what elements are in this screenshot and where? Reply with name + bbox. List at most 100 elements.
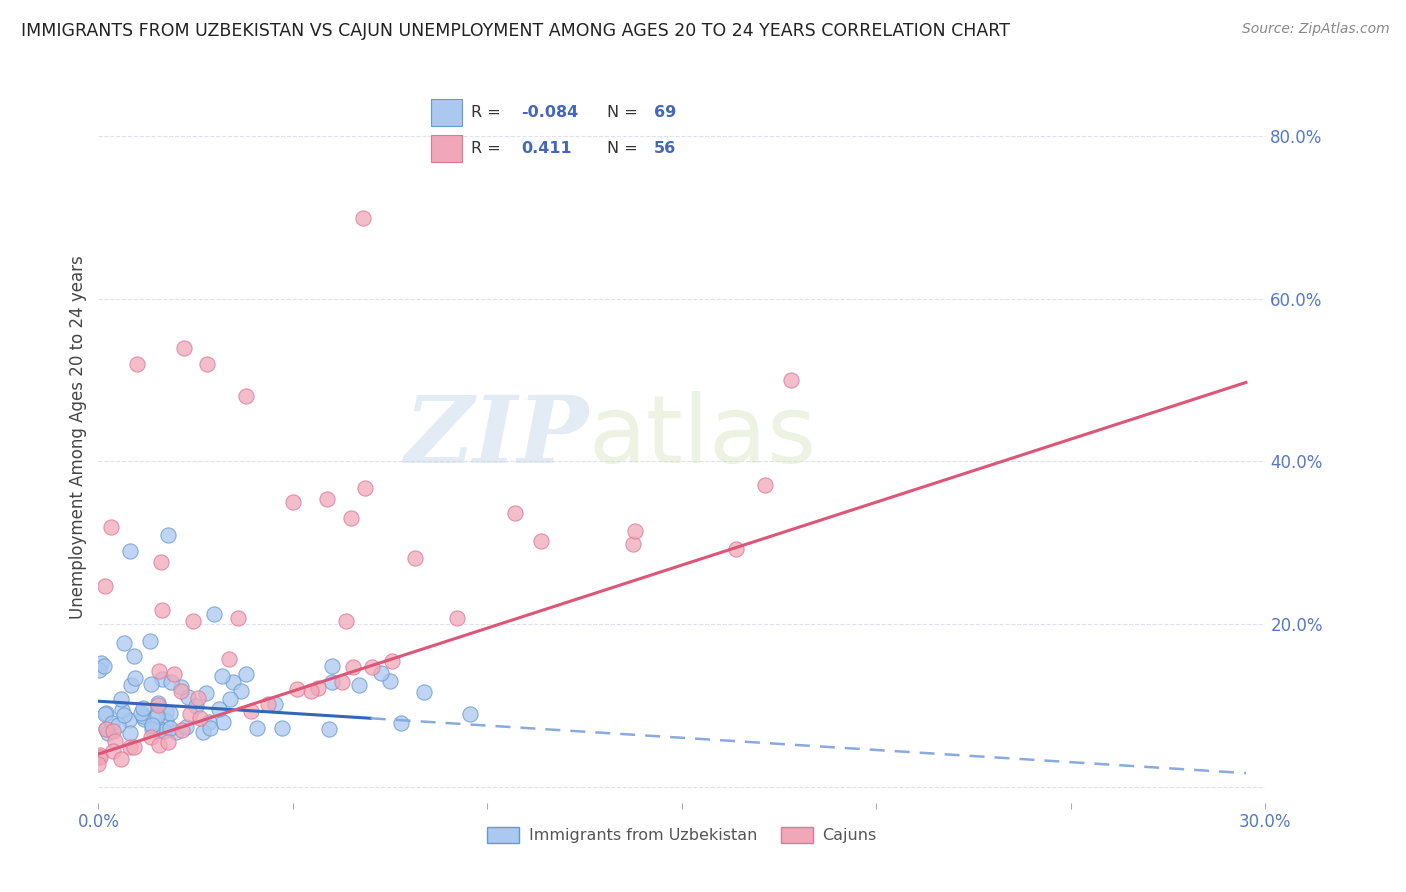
Text: N =: N = bbox=[607, 141, 644, 156]
Point bbox=[118, 726, 141, 740]
Point bbox=[124, 671, 146, 685]
Point bbox=[186, 698, 208, 713]
Point bbox=[118, 544, 141, 558]
Point bbox=[176, 690, 198, 705]
Text: R =: R = bbox=[471, 105, 506, 120]
Point bbox=[94, 723, 117, 737]
Point bbox=[101, 724, 124, 739]
Point bbox=[724, 541, 747, 556]
Point bbox=[381, 654, 404, 668]
Point bbox=[299, 684, 322, 698]
Point bbox=[173, 341, 195, 355]
Point bbox=[89, 749, 111, 764]
Point bbox=[191, 724, 214, 739]
Text: 56: 56 bbox=[654, 141, 676, 156]
Text: IMMIGRANTS FROM UZBEKISTAN VS CAJUN UNEMPLOYMENT AMONG AGES 20 TO 24 YEARS CORRE: IMMIGRANTS FROM UZBEKISTAN VS CAJUN UNEM… bbox=[21, 22, 1010, 40]
Point bbox=[148, 698, 170, 713]
Text: Source: ZipAtlas.com: Source: ZipAtlas.com bbox=[1241, 22, 1389, 37]
Point bbox=[122, 740, 145, 755]
Point bbox=[226, 610, 249, 624]
Point bbox=[94, 706, 117, 720]
Point bbox=[239, 704, 262, 718]
Text: ZIP: ZIP bbox=[405, 392, 589, 482]
FancyBboxPatch shape bbox=[432, 135, 463, 161]
Point bbox=[264, 697, 287, 711]
Point bbox=[101, 716, 124, 731]
Point bbox=[94, 579, 117, 593]
Point bbox=[285, 681, 308, 696]
Point bbox=[370, 666, 392, 681]
Point bbox=[148, 738, 170, 752]
Point bbox=[229, 684, 252, 698]
Point bbox=[127, 357, 149, 371]
Point bbox=[97, 725, 120, 739]
Point bbox=[170, 684, 193, 698]
Point bbox=[235, 666, 257, 681]
Point bbox=[413, 685, 436, 699]
Point bbox=[246, 721, 269, 735]
Point bbox=[503, 506, 526, 520]
Text: R =: R = bbox=[471, 141, 506, 156]
Point bbox=[389, 716, 412, 731]
Point bbox=[94, 722, 117, 736]
Point bbox=[347, 678, 370, 692]
Point bbox=[90, 656, 112, 670]
Point bbox=[270, 721, 292, 735]
Point bbox=[87, 664, 110, 678]
Point bbox=[352, 211, 374, 225]
Point bbox=[316, 492, 339, 507]
Point bbox=[207, 702, 229, 716]
Point bbox=[354, 481, 377, 495]
Point bbox=[155, 714, 177, 728]
Point bbox=[120, 739, 142, 754]
Point bbox=[321, 675, 343, 690]
Point bbox=[318, 723, 340, 737]
Point bbox=[340, 511, 363, 525]
FancyBboxPatch shape bbox=[432, 99, 463, 127]
Point bbox=[163, 667, 186, 681]
Point bbox=[218, 651, 240, 665]
Point bbox=[112, 636, 135, 650]
Point bbox=[779, 373, 801, 387]
Point bbox=[202, 607, 225, 621]
Point bbox=[114, 707, 136, 722]
Point bbox=[321, 659, 343, 673]
Point bbox=[89, 747, 111, 762]
Point bbox=[754, 477, 776, 491]
Text: atlas: atlas bbox=[589, 391, 817, 483]
Point bbox=[179, 706, 201, 721]
Point bbox=[183, 615, 205, 629]
Point bbox=[281, 495, 304, 509]
Point bbox=[146, 706, 169, 721]
Point bbox=[150, 672, 173, 686]
Point bbox=[198, 721, 221, 735]
Point bbox=[156, 735, 179, 749]
Point bbox=[211, 669, 233, 683]
Point bbox=[93, 658, 115, 673]
Point bbox=[157, 527, 180, 541]
Point bbox=[172, 723, 194, 737]
Point bbox=[165, 725, 187, 739]
Point bbox=[141, 722, 163, 736]
Point bbox=[335, 614, 357, 628]
Point bbox=[159, 721, 181, 735]
Text: 0.411: 0.411 bbox=[520, 141, 571, 156]
Point bbox=[624, 524, 647, 539]
Point bbox=[378, 674, 401, 689]
Point bbox=[87, 756, 110, 771]
Point bbox=[111, 703, 134, 717]
Point bbox=[110, 752, 132, 766]
Point bbox=[129, 706, 152, 721]
Point bbox=[195, 357, 218, 371]
Point bbox=[139, 634, 162, 648]
Point bbox=[146, 709, 169, 723]
Point bbox=[118, 713, 141, 727]
Point bbox=[174, 720, 197, 734]
Point bbox=[218, 691, 240, 706]
Point bbox=[446, 611, 468, 625]
Text: -0.084: -0.084 bbox=[520, 105, 578, 120]
Point bbox=[139, 677, 162, 691]
Point bbox=[132, 701, 155, 715]
Point bbox=[307, 681, 329, 695]
Point bbox=[170, 680, 193, 694]
